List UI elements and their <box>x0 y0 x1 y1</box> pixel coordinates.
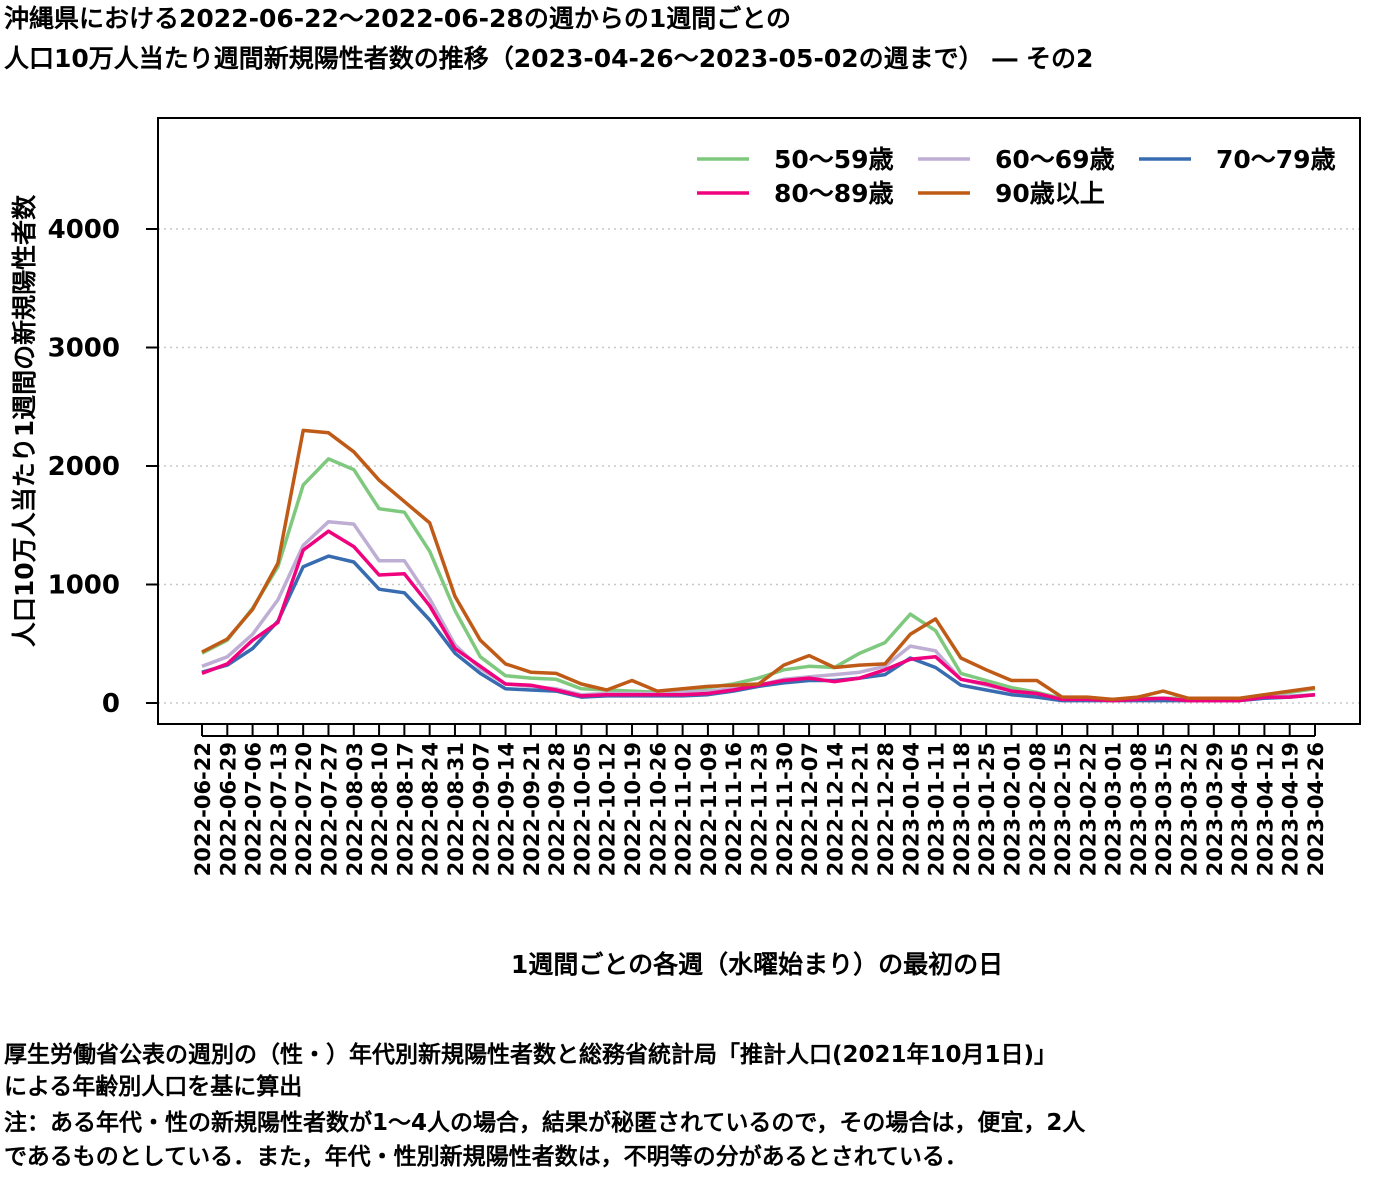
x-tick-label: 2023-03-29 <box>1203 742 1227 876</box>
y-tick-label: 0 <box>102 689 120 719</box>
chart-title-line1: 沖縄県における2022-06-22～2022-06-28の週からの1週間ごとの <box>4 4 791 33</box>
source-note-line1: 厚生労働省公表の週別の（性・）年代別新規陽性者数と総務省統計局「推計人口(202… <box>4 1042 1058 1068</box>
x-tick-label: 2022-12-28 <box>874 742 898 876</box>
x-tick-label: 2022-12-07 <box>798 742 822 876</box>
source-note-line2: による年齢別人口を基に算出 <box>4 1074 303 1100</box>
x-tick-label: 2022-10-05 <box>570 742 594 876</box>
x-tick-label: 2022-06-29 <box>216 742 240 876</box>
x-tick-label: 2022-08-17 <box>393 742 417 876</box>
x-tick-label: 2023-02-08 <box>1026 742 1050 876</box>
x-tick-label: 2022-09-14 <box>495 742 519 876</box>
legend-label: 50～59歳 <box>774 145 894 174</box>
x-tick-label: 2023-04-12 <box>1253 742 1277 876</box>
legend-label: 80～89歳 <box>774 179 894 208</box>
y-axis-title: 人口10万人当たり1週間の新規陽性者数 <box>10 194 39 647</box>
x-tick-label: 2023-01-11 <box>925 742 949 876</box>
x-tick-label: 2022-06-22 <box>191 742 215 876</box>
x-tick-label: 2022-08-24 <box>419 742 443 876</box>
series-line-4 <box>201 529 1316 703</box>
x-tick-label: 2022-08-03 <box>343 742 367 876</box>
legend-label: 70～79歳 <box>1216 145 1336 174</box>
x-tick-label: 2023-03-15 <box>1152 742 1176 876</box>
plot-frame <box>157 117 1361 725</box>
x-tick-label: 2023-02-22 <box>1076 742 1100 876</box>
x-tick-label: 2022-09-07 <box>469 742 493 876</box>
legend-label: 60～69歳 <box>995 145 1115 174</box>
x-tick-label: 2022-09-21 <box>520 742 544 876</box>
x-tick-label: 2022-11-09 <box>697 742 721 876</box>
legend-label: 90歳以上 <box>995 179 1105 208</box>
x-tick-label: 2022-10-26 <box>646 742 670 876</box>
x-tick-label: 2022-11-16 <box>722 742 746 876</box>
x-tick-label: 2023-03-22 <box>1178 742 1202 876</box>
x-tick-label: 2022-10-12 <box>596 742 620 876</box>
x-tick-label: 2022-10-19 <box>621 742 645 876</box>
x-tick-label: 2023-04-19 <box>1279 742 1303 876</box>
x-tick-label: 2022-08-10 <box>368 742 392 876</box>
x-tick-label: 2023-02-15 <box>1051 742 1075 876</box>
x-tick-label: 2023-03-08 <box>1127 742 1151 876</box>
x-tick-label: 2022-09-28 <box>545 742 569 876</box>
y-tick-label: 2000 <box>48 452 120 482</box>
x-tick-label: 2023-04-26 <box>1304 742 1328 876</box>
x-tick-label: 2022-11-23 <box>748 742 772 876</box>
x-tick-label: 2023-01-25 <box>975 742 999 876</box>
x-tick-label: 2022-07-13 <box>267 742 291 876</box>
footnote-line2: であるものとしている．また，年代・性別新規陽性者数は，不明等の分があるとされてい… <box>4 1144 968 1170</box>
x-tick-label: 2022-07-06 <box>242 742 266 876</box>
x-tick-label: 2022-08-31 <box>444 742 468 876</box>
x-tick-label: 2022-11-02 <box>672 742 696 876</box>
x-tick-label: 2022-07-27 <box>317 742 341 876</box>
y-tick-label: 4000 <box>48 215 120 245</box>
series-line-5 <box>201 428 1316 702</box>
chart-title-line2: 人口10万人当たり週間新規陽性者数の推移（2023-04-26～2023-05-… <box>4 44 1094 73</box>
x-tick-label: 2022-12-21 <box>849 742 873 876</box>
x-tick-label: 2022-11-30 <box>773 742 797 876</box>
x-tick-label: 2022-12-14 <box>823 742 847 876</box>
x-tick-label: 2023-03-01 <box>1102 742 1126 876</box>
x-tick-label: 2022-07-20 <box>292 742 316 876</box>
y-tick-label: 1000 <box>48 571 120 601</box>
x-tick-label: 2023-01-18 <box>950 742 974 876</box>
x-tick-label: 2023-02-01 <box>1000 742 1024 876</box>
x-tick-label: 2023-01-04 <box>899 742 923 876</box>
x-tick-label: 2023-04-05 <box>1228 742 1252 876</box>
footnote-line1: 注：ある年代・性の新規陽性者数が1～4人の場合，結果が秘匿されているので，その場… <box>4 1110 1086 1136</box>
series-line-2 <box>201 519 1316 702</box>
x-axis-title: 1週間ごとの各週（水曜始まり）の最初の日 <box>511 950 1003 979</box>
y-tick-label: 3000 <box>48 334 120 364</box>
